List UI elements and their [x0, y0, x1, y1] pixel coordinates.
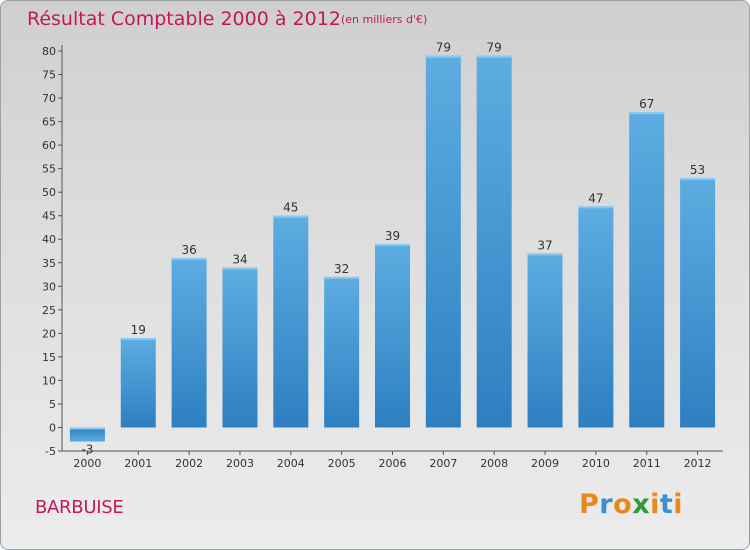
value-label-2008: 79	[487, 41, 502, 55]
value-label-2002: 36	[181, 243, 196, 257]
bar-highlight	[527, 253, 563, 256]
logo-letter: i	[650, 489, 660, 520]
bar-2002	[171, 258, 207, 428]
bar-2010	[578, 206, 614, 428]
bar-highlight	[476, 55, 512, 58]
chart-subtitle: (en milliers d'€)	[341, 13, 428, 26]
value-label-2000: -3	[81, 442, 93, 456]
bar-2000	[69, 427, 105, 442]
bar-highlight	[578, 206, 614, 209]
bar-highlight	[171, 258, 207, 261]
bar-highlight	[425, 55, 461, 58]
y-tick-label: 15	[42, 351, 56, 364]
y-tick-label: 25	[42, 304, 56, 317]
value-label-2009: 37	[537, 238, 552, 252]
x-tick-label: 2007	[429, 457, 457, 470]
logo-letter: i	[673, 489, 684, 520]
y-tick-label: 45	[42, 210, 56, 223]
y-tick-label: 65	[42, 116, 56, 129]
y-tick-label: 60	[42, 139, 56, 152]
value-label-2007: 79	[436, 41, 451, 55]
x-tick-label: 2012	[684, 457, 712, 470]
logo-letter: r	[599, 489, 614, 520]
value-label-2005: 32	[334, 262, 349, 276]
logo-letter: P	[579, 489, 600, 520]
y-tick-label: -5	[45, 445, 56, 458]
bar-2012	[680, 178, 716, 428]
bar-2005	[324, 276, 360, 428]
bar-highlight	[273, 215, 309, 218]
bar-highlight	[324, 276, 360, 279]
y-tick-label: 30	[42, 280, 56, 293]
x-tick-label: 2006	[379, 457, 407, 470]
y-tick-label: 5	[49, 398, 56, 411]
value-label-2012: 53	[690, 163, 705, 177]
bar-2004	[273, 215, 309, 428]
bar-highlight	[375, 243, 410, 246]
value-label-2010: 47	[588, 191, 603, 205]
value-label-2003: 34	[232, 252, 247, 266]
x-tick-label: 2011	[633, 457, 661, 470]
value-labels: -3 19 36 34 45 32 39 79 79 37 47 67 53	[81, 41, 705, 457]
y-tick-label: 0	[49, 421, 56, 434]
logo-letter: o	[613, 489, 633, 520]
bars	[69, 55, 716, 442]
y-tick-label: 20	[42, 327, 56, 340]
value-label-2011: 67	[639, 97, 654, 111]
bar-2006	[375, 243, 410, 428]
y-tick-label: 75	[42, 69, 56, 82]
proxiti-logo: Proxiti	[579, 489, 683, 520]
bar-highlight	[120, 338, 156, 341]
bar-highlight	[680, 178, 716, 181]
x-tick-label: 2005	[328, 457, 356, 470]
x-tick-label: 2000	[73, 457, 101, 470]
x-tick-label: 2002	[175, 457, 203, 470]
y-tick-label: 50	[42, 186, 56, 199]
value-label-2004: 45	[283, 201, 298, 215]
value-label-2001: 19	[131, 323, 146, 337]
bar-highlight	[629, 112, 665, 115]
x-tick-label: 2009	[531, 457, 559, 470]
bar-2007	[425, 55, 461, 428]
y-tick-label: 80	[42, 45, 56, 58]
chart-title: Résultat Comptable 2000 à 2012	[27, 8, 341, 30]
bar-2011	[629, 112, 665, 428]
y-tick-label: 35	[42, 257, 56, 270]
y-tick-label: 70	[42, 92, 56, 105]
logo-letter: t	[659, 489, 674, 520]
bar-highlight	[222, 267, 258, 270]
x-tick-label: 2004	[277, 457, 305, 470]
bar-2009	[527, 253, 563, 428]
y-tick-label: 55	[42, 163, 56, 176]
bar-2008	[476, 55, 512, 428]
bar-2003	[222, 267, 258, 428]
y-tick-label: 10	[42, 374, 56, 387]
bar-2001	[120, 338, 156, 428]
x-tick-label: 2003	[226, 457, 254, 470]
bar-highlight	[69, 427, 105, 430]
logo-letter: x	[632, 489, 651, 520]
x-tick-label: 2010	[582, 457, 610, 470]
x-tick-label: 2008	[480, 457, 508, 470]
axes: -5 0 5 10 15 20 25 30 35 40 45 50 55 60 65 70 75 80 2000 20…	[42, 45, 723, 470]
value-label-2006: 39	[385, 229, 400, 243]
commune-name: BARBUISE	[35, 497, 124, 518]
x-tick-label: 2001	[124, 457, 152, 470]
y-tick-label: 40	[42, 233, 56, 246]
